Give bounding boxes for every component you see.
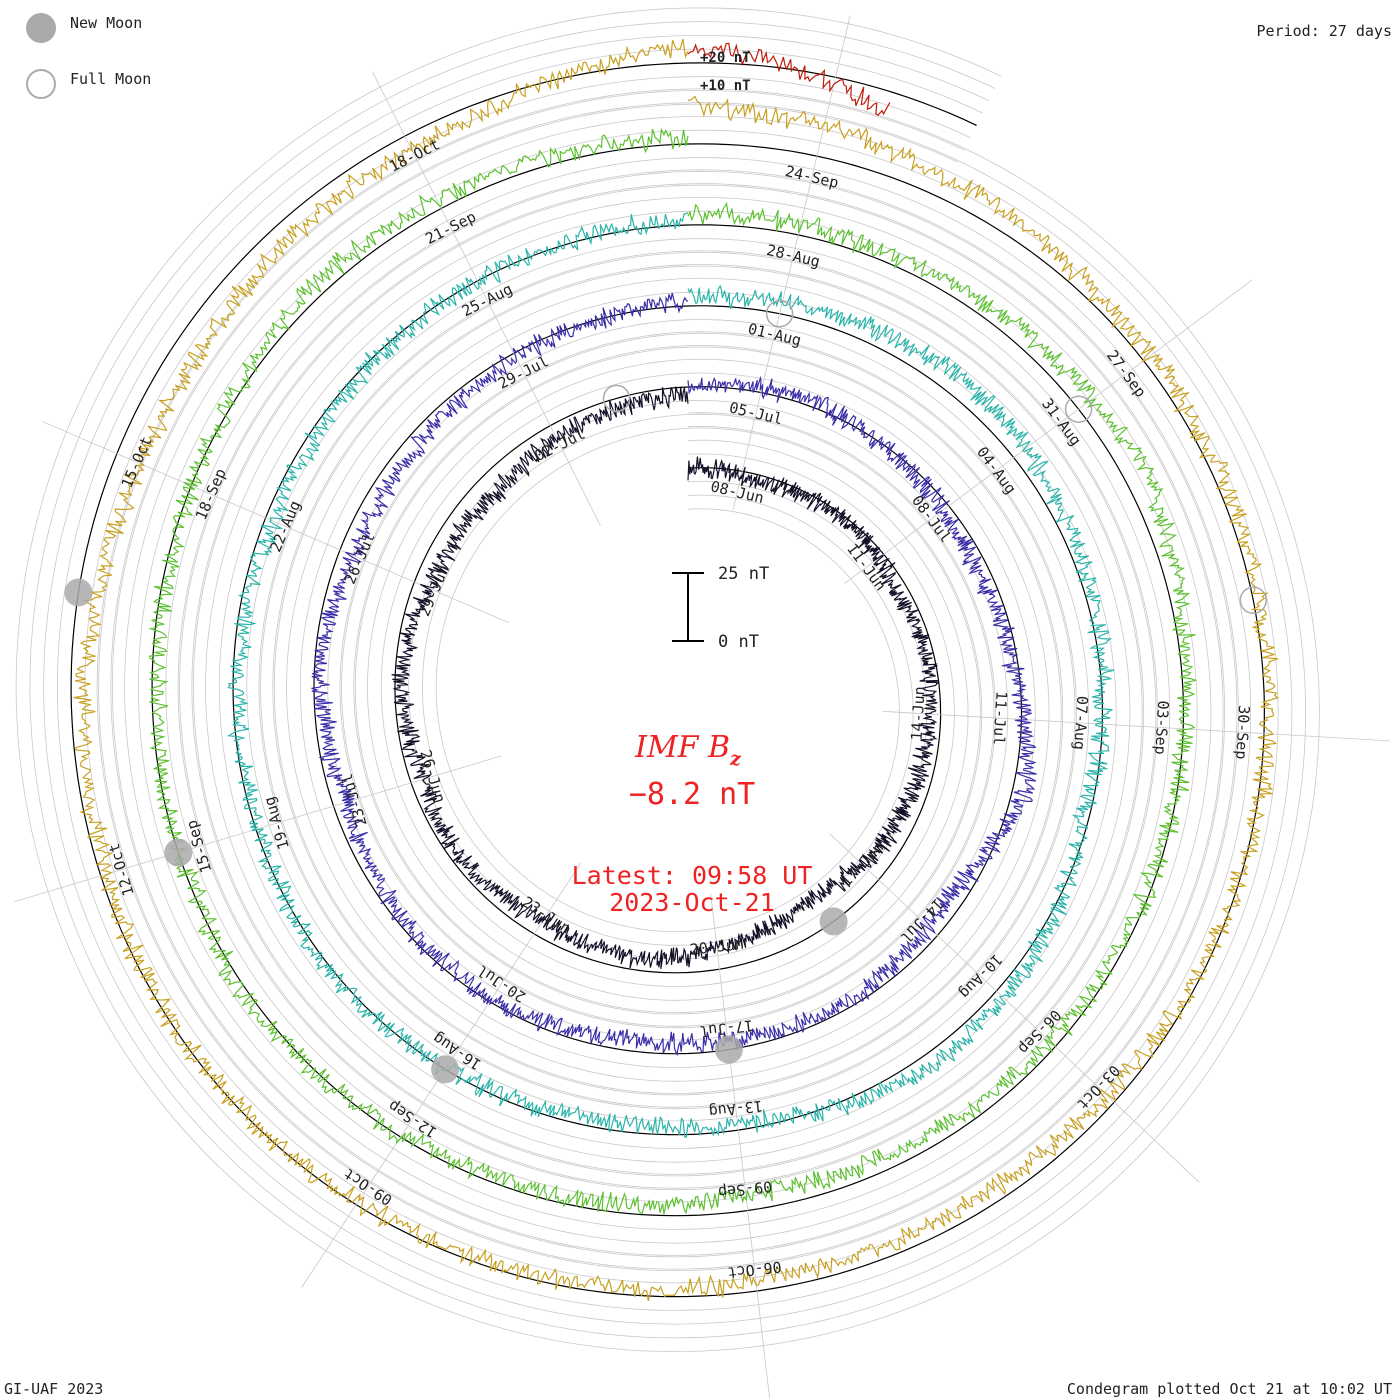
full-moon-marker bbox=[765, 299, 794, 328]
date-label: 12-Oct bbox=[105, 841, 138, 898]
series-layer bbox=[73, 38, 1280, 1301]
date-label: 01-Aug bbox=[746, 320, 803, 350]
legend-full-moon-label: Full Moon bbox=[70, 70, 151, 88]
grid-layer bbox=[15, 7, 1320, 1353]
latest-time: Latest: 09:58 UT bbox=[572, 861, 813, 890]
radial-spoke bbox=[882, 710, 1390, 742]
date-label: 02-Jul bbox=[532, 425, 588, 465]
new-moon-marker bbox=[164, 838, 193, 867]
series-turn-2 bbox=[311, 292, 1037, 1057]
full-moon-marker bbox=[1064, 395, 1093, 423]
date-label: 12-Sep bbox=[385, 1097, 440, 1142]
new-moon-marker bbox=[714, 1035, 743, 1064]
series-turn-1 bbox=[391, 386, 940, 969]
new-moon-icon bbox=[26, 13, 56, 43]
date-label: 14-Jun bbox=[908, 686, 929, 741]
period-label: Period: 27 days bbox=[1256, 22, 1392, 40]
date-label: 11-Jul bbox=[989, 691, 1010, 746]
series-turn-6 bbox=[687, 42, 891, 116]
current-value: −8.2 nT bbox=[629, 777, 755, 812]
new-moon-marker bbox=[64, 578, 93, 607]
date-label: 10-Aug bbox=[956, 950, 1006, 1002]
date-label: 03-Sep bbox=[1151, 700, 1172, 755]
full-moon-marker bbox=[1239, 586, 1268, 615]
new-moon-marker bbox=[819, 907, 848, 936]
quantity-name: IMF B bbox=[634, 730, 730, 765]
date-label: 04-Aug bbox=[973, 443, 1020, 497]
radial-spoke bbox=[829, 833, 1200, 1183]
date-label: 09-Sep bbox=[717, 1177, 773, 1201]
latest-date: 2023-Oct-21 bbox=[609, 888, 775, 917]
series-turn-3 bbox=[227, 212, 1115, 1139]
scale-bar-top-label: 25 nT bbox=[718, 564, 769, 584]
scale-bar-bottom-label: 0 nT bbox=[718, 632, 759, 652]
series-turn-5 bbox=[73, 38, 1280, 1301]
grid-spiral bbox=[43, 34, 1293, 1325]
credit-label: GI-UAF 2023 bbox=[4, 1380, 104, 1398]
date-label: 17-Jun bbox=[837, 838, 887, 890]
radial-spoke bbox=[732, 15, 851, 511]
date-label: 07-Aug bbox=[1070, 695, 1091, 750]
zero-baseline-spiral bbox=[70, 62, 1266, 1298]
moon-markers bbox=[64, 299, 1268, 1084]
quantity-title: IMF Bz bbox=[634, 730, 742, 770]
date-label: 27-Sep bbox=[1103, 347, 1150, 401]
full-moon-marker bbox=[602, 384, 631, 413]
quantity-subscript: z bbox=[729, 748, 742, 770]
radial-spoke bbox=[844, 279, 1253, 584]
date-label: 29-Jun bbox=[415, 562, 453, 619]
scale-label-plus20: +20 nT bbox=[700, 50, 751, 66]
legend: New Moon Full Moon bbox=[26, 13, 151, 99]
radial-spoke bbox=[372, 71, 601, 526]
center-readout: IMF Bz −8.2 nT Latest: 09:58 UT 2023-Oct… bbox=[572, 730, 813, 917]
date-label: 20-Jul bbox=[474, 961, 529, 1006]
radial-spoke bbox=[42, 421, 510, 624]
date-label: 28-Aug bbox=[765, 241, 822, 271]
grid-spiral bbox=[98, 89, 1238, 1270]
date-label: 06-Oct bbox=[727, 1257, 783, 1281]
date-label: 13-Aug bbox=[708, 1097, 764, 1121]
date-label: 05-Jul bbox=[727, 398, 784, 428]
date-label: 20-Jun bbox=[689, 935, 745, 959]
grid-spiral bbox=[112, 103, 1224, 1256]
plotted-timestamp: Condegram plotted Oct 21 at 10:02 UT bbox=[1066, 1380, 1392, 1398]
legend-new-moon-label: New Moon bbox=[70, 14, 142, 32]
series-turn-4 bbox=[148, 127, 1197, 1215]
radial-spoke bbox=[14, 755, 502, 903]
scale-label-plus10: +10 nT bbox=[700, 78, 751, 94]
scale-bar: 25 nT 0 nT bbox=[672, 564, 769, 652]
grid-spiral bbox=[15, 7, 1320, 1353]
full-moon-icon bbox=[26, 69, 56, 99]
radial-spokes bbox=[14, 15, 1390, 1399]
grid-spiral bbox=[29, 21, 1306, 1339]
radial-spoke bbox=[710, 893, 771, 1399]
date-label: 06-Sep bbox=[1015, 1006, 1065, 1058]
date-label: 24-Sep bbox=[783, 162, 840, 192]
date-label: 30-Sep bbox=[1232, 705, 1253, 760]
new-moon-marker bbox=[431, 1055, 460, 1084]
grid-spiral bbox=[57, 48, 1279, 1311]
